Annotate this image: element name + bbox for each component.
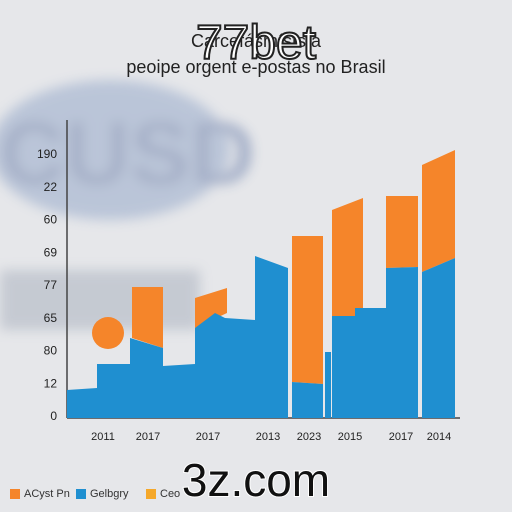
x-tick-label: 2014 — [427, 431, 451, 443]
orange-block — [195, 288, 227, 328]
blue-block — [225, 318, 255, 418]
blue-block — [386, 267, 418, 418]
orange-block — [292, 236, 323, 384]
blue-block — [355, 308, 386, 418]
orange-areas — [92, 150, 455, 384]
x-tick-label: 2015 — [338, 431, 362, 443]
x-axis: 2011 2017 2017 2013 2023 2015 2017 2014 — [91, 431, 451, 443]
title-line: Carcefásmístsfa — [191, 31, 322, 51]
legend-swatch — [76, 489, 86, 499]
orange-block — [332, 198, 363, 316]
blue-block — [325, 352, 331, 418]
legend-swatch — [10, 489, 20, 499]
blue-block — [195, 313, 225, 418]
blue-block — [130, 338, 163, 418]
x-tick-label: 2017 — [196, 431, 220, 443]
legend-label: Gelbgry — [90, 488, 129, 500]
blue-areas — [67, 256, 455, 418]
blue-block — [67, 388, 97, 418]
x-tick-label: 2023 — [297, 431, 321, 443]
x-tick-label: 2017 — [136, 431, 160, 443]
watermark: 3z.com — [182, 454, 330, 506]
y-tick-label: 69 — [44, 245, 58, 259]
blue-block — [163, 364, 195, 418]
y-tick-label: 65 — [44, 311, 58, 325]
orange-block — [386, 196, 418, 268]
orange-block — [422, 150, 455, 272]
blue-block — [422, 258, 455, 418]
y-tick-label: 80 — [44, 344, 58, 358]
y-tick-label: 77 — [44, 278, 58, 292]
title-line: peoipe orgent e-postas no Brasil — [126, 57, 385, 77]
background-logo: CUSD — [0, 80, 255, 330]
y-axis: 190 22 60 69 77 65 80 12 0 — [37, 147, 57, 423]
y-tick-label: 22 — [44, 180, 58, 194]
legend-label: ACyst Pn — [24, 488, 70, 500]
blue-block — [292, 382, 323, 418]
x-tick-label: 2013 — [256, 431, 280, 443]
legend-swatch — [146, 489, 156, 499]
legend-label: Ceo — [160, 488, 180, 500]
blue-block — [97, 364, 130, 418]
x-tick-label: 2011 — [91, 431, 115, 443]
y-tick-label: 0 — [50, 409, 57, 423]
orange-block — [132, 287, 163, 348]
x-tick-label: 2017 — [389, 431, 413, 443]
blue-block — [332, 316, 355, 418]
watermark: 77bet — [196, 17, 316, 70]
y-tick-label: 60 — [44, 213, 58, 227]
y-tick-label: 12 — [44, 376, 58, 390]
orange-dot — [92, 317, 124, 349]
y-tick-label: 190 — [37, 147, 57, 161]
logo-blob — [0, 80, 230, 220]
logo-text: CUSD — [0, 104, 255, 204]
blue-block — [255, 256, 288, 418]
